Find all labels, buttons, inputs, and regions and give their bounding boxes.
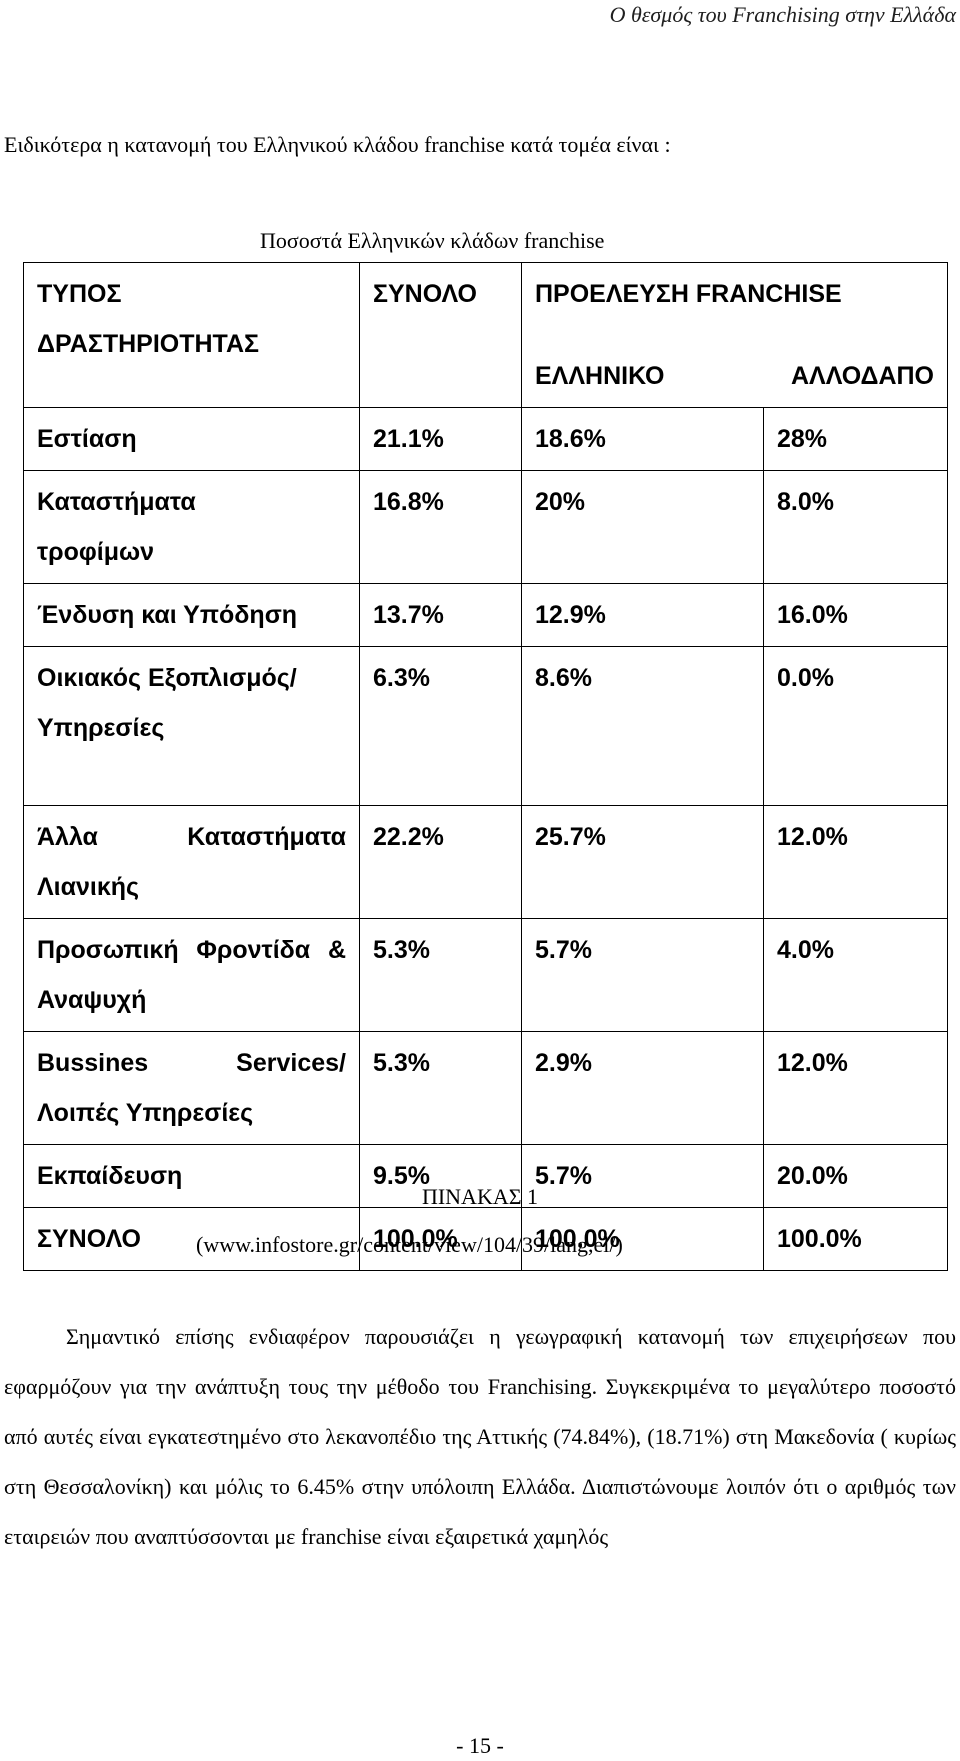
table-row: Καταστήματα τροφίμων 16.8% 20% 8.0% xyxy=(23,470,948,584)
row-type: Bussines Services/ Λοιπές Υπηρεσίες xyxy=(23,1031,360,1145)
row-type: Οικιακός Εξοπλισμός/Υπηρεσίες xyxy=(23,646,360,806)
row-greek: 100.0% xyxy=(521,1207,764,1271)
intro-text: Ειδικότερα η κατανομή του Ελληνικού κλάδ… xyxy=(4,132,671,157)
row-type: Προσωπική Φροντίδα & Αναψυχή xyxy=(23,918,360,1032)
row-foreign: 4.0% xyxy=(763,918,948,1032)
body-paragraph-text: Σημαντικό επίσης ενδιαφέρον παρουσιάζει … xyxy=(4,1324,956,1549)
row-type: Άλλα Καταστήματα Λιανικής xyxy=(23,805,360,919)
header-greek: ΕΛΛΗΝΙΚΟ xyxy=(535,362,665,390)
row-type: Καταστήματα τροφίμων xyxy=(23,470,360,584)
row-foreign: 12.0% xyxy=(763,805,948,919)
header-foreign: ΑΛΛΟΔΑΠΟ xyxy=(790,362,934,390)
row-total: 13.7% xyxy=(359,583,522,647)
row-foreign: 100.0% xyxy=(763,1207,948,1271)
row-foreign: 16.0% xyxy=(763,583,948,647)
distribution-table: ΤΥΠΟΣ ΔΡΑΣΤΗΡΙΟΤΗΤΑΣ ΣΥΝΟΛΟ ΠΡΟΕΛΕΥΣΗ FR… xyxy=(23,262,948,1271)
row-total: 9.5% xyxy=(359,1144,522,1208)
row-greek: 8.6% xyxy=(521,646,764,806)
row-total: 5.3% xyxy=(359,1031,522,1145)
table-header-row: ΤΥΠΟΣ ΔΡΑΣΤΗΡΙΟΤΗΤΑΣ ΣΥΝΟΛΟ ΠΡΟΕΛΕΥΣΗ FR… xyxy=(23,262,948,408)
row-foreign: 12.0% xyxy=(763,1031,948,1145)
table-row: Bussines Services/ Λοιπές Υπηρεσίες 5.3%… xyxy=(23,1031,948,1145)
row-greek: 5.7% xyxy=(521,1144,764,1208)
body-paragraph: Σημαντικό επίσης ενδιαφέρον παρουσιάζει … xyxy=(4,1312,956,1562)
row-total: 100.0% xyxy=(359,1207,522,1271)
table-caption: ΠΙΝΑΚΑΣ 1 xyxy=(421,1184,539,1209)
row-greek: 12.9% xyxy=(521,583,764,647)
table-row: Οικιακός Εξοπλισμός/Υπηρεσίες 6.3% 8.6% … xyxy=(23,646,948,806)
table-row: Εστίαση 21.1% 18.6% 28% xyxy=(23,407,948,471)
row-type: Εκπαίδευση xyxy=(23,1144,360,1208)
table-title: Ποσοστά Ελληνικών κλάδων franchise xyxy=(260,228,605,253)
row-greek: 2.9% xyxy=(521,1031,764,1145)
table-total-row: ΣΥΝΟΛΟ 100.0% 100.0% 100.0% xyxy=(23,1207,948,1271)
table-row: Ένδυση και Υπόδηση 13.7% 12.9% 16.0% xyxy=(23,583,948,647)
header-type: ΤΥΠΟΣ ΔΡΑΣΤΗΡΙΟΤΗΤΑΣ xyxy=(23,262,360,408)
row-total: 6.3% xyxy=(359,646,522,806)
row-total: 21.1% xyxy=(359,407,522,471)
row-total: 16.8% xyxy=(359,470,522,584)
running-header: Ο θεσμός του Franchising στην Ελλάδα xyxy=(609,2,956,27)
row-total: 5.3% xyxy=(359,918,522,1032)
row-type: Ένδυση και Υπόδηση xyxy=(23,583,360,647)
table-row: Προσωπική Φροντίδα & Αναψυχή 5.3% 5.7% 4… xyxy=(23,918,948,1032)
row-greek: 25.7% xyxy=(521,805,764,919)
row-greek: 5.7% xyxy=(521,918,764,1032)
page-number: - 15 - xyxy=(456,1733,504,1758)
row-greek: 18.6% xyxy=(521,407,764,471)
row-foreign: 28% xyxy=(763,407,948,471)
row-foreign: 0.0% xyxy=(763,646,948,806)
header-origin-label: ΠΡΟΕΛΕΥΣΗ FRANCHISE xyxy=(535,280,842,308)
table-source: (www.infostore.gr/content/view/104/39/la… xyxy=(196,1232,623,1257)
row-foreign: 8.0% xyxy=(763,470,948,584)
row-type: ΣΥΝΟΛΟ xyxy=(23,1207,360,1271)
header-total: ΣΥΝΟΛΟ xyxy=(359,262,522,408)
table-row: Άλλα Καταστήματα Λιανικής 22.2% 25.7% 12… xyxy=(23,805,948,919)
row-greek: 20% xyxy=(521,470,764,584)
row-type: Εστίαση xyxy=(23,407,360,471)
header-origin: ΠΡΟΕΛΕΥΣΗ FRANCHISE ΕΛΛΗΝΙΚΟ ΑΛΛΟΔΑΠΟ xyxy=(521,262,948,408)
row-total: 22.2% xyxy=(359,805,522,919)
